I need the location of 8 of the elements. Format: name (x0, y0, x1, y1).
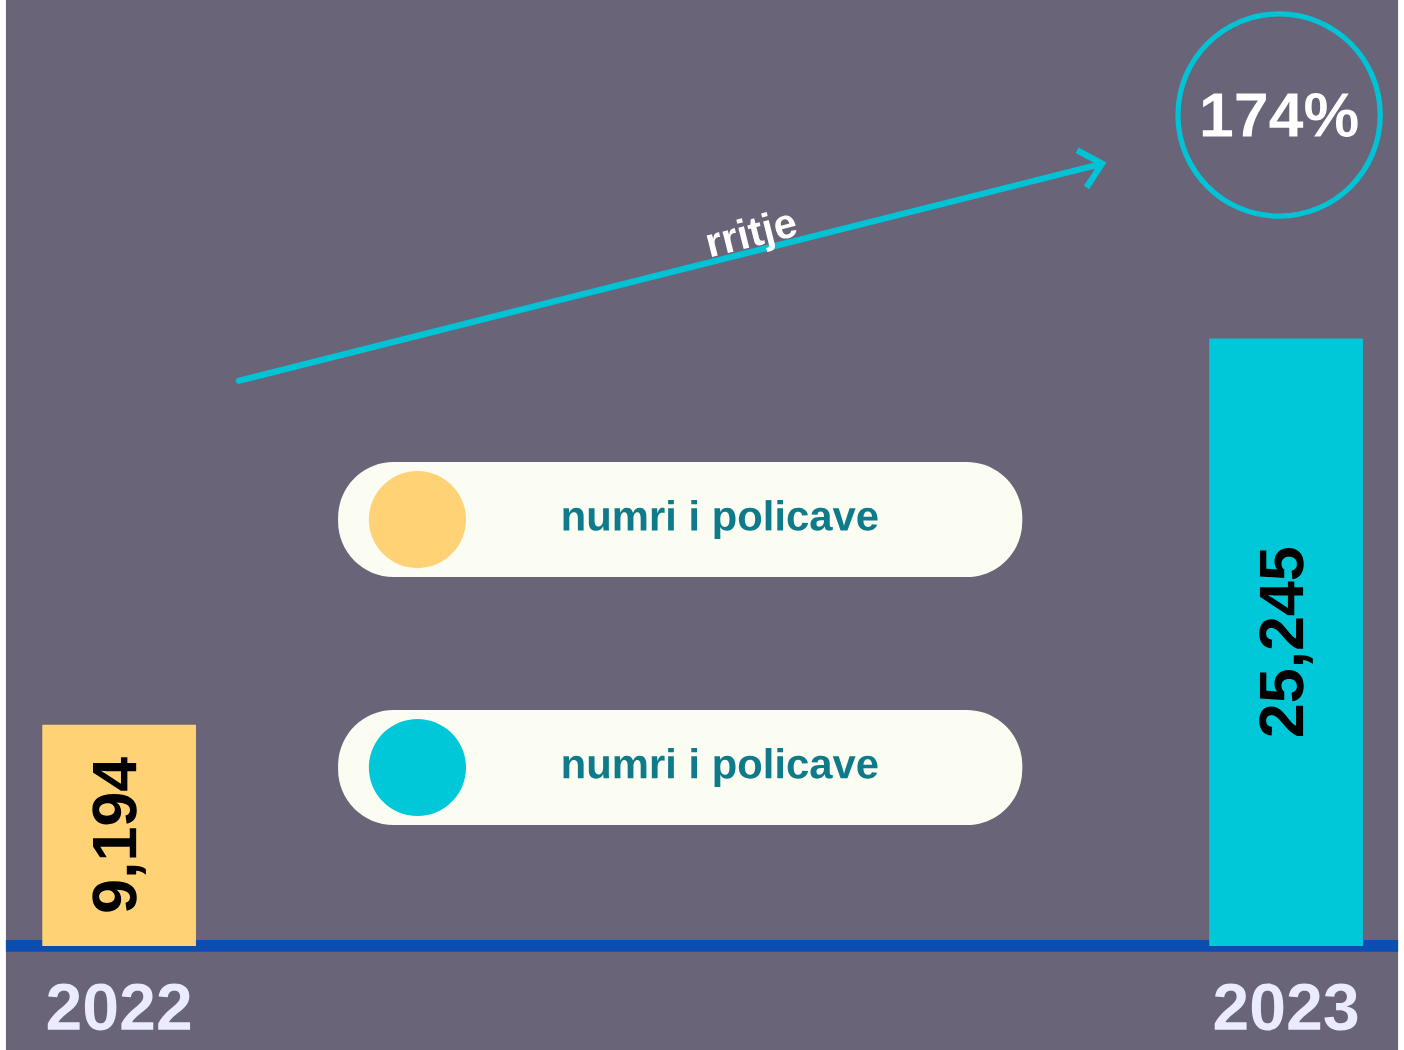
legend-label: numri i policave (563, 500, 878, 540)
x-tick-label: 2023 (1214, 983, 1358, 1031)
text: rritje (706, 212, 797, 257)
legend-label: numri i policave (563, 747, 878, 787)
data-label: 9,194 (92, 757, 146, 912)
data-label: 25,245 (1259, 547, 1313, 736)
text: 174% (1202, 92, 1358, 138)
x-tick-label: 2022 (47, 983, 191, 1031)
